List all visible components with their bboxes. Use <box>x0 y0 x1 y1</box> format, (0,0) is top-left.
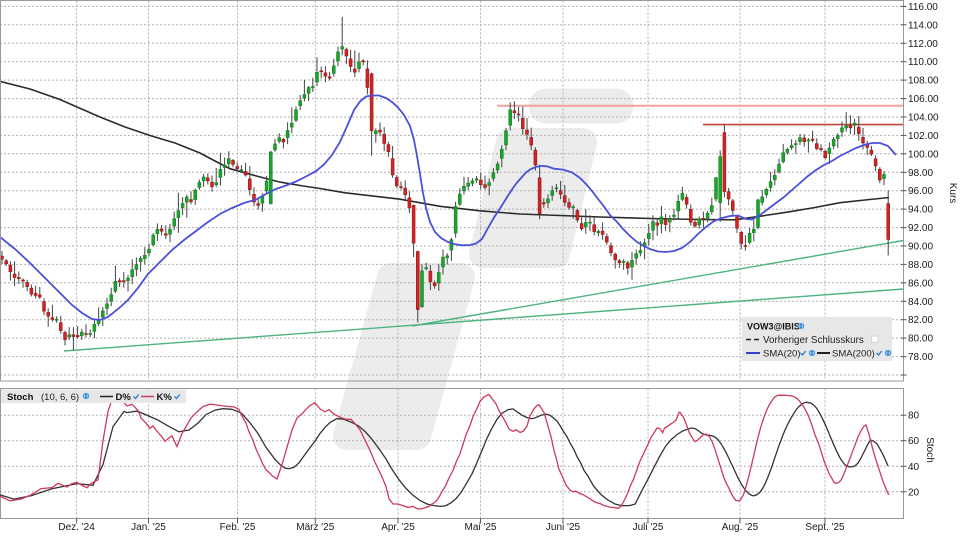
svg-text:Juni '25: Juni '25 <box>546 522 581 533</box>
svg-text:60: 60 <box>908 436 920 447</box>
svg-text:Dez. '24: Dez. '24 <box>58 522 95 533</box>
svg-text:106.00: 106.00 <box>908 94 939 105</box>
svg-text:88.00: 88.00 <box>908 260 933 271</box>
svg-text:104.00: 104.00 <box>908 113 939 124</box>
svg-text:40: 40 <box>908 462 920 473</box>
svg-text:102.00: 102.00 <box>908 131 939 142</box>
svg-text:SMA(20): SMA(20) <box>763 349 800 360</box>
svg-text:84.00: 84.00 <box>908 297 933 308</box>
svg-text:Feb. '25: Feb. '25 <box>220 522 256 533</box>
svg-text:20: 20 <box>908 487 920 498</box>
svg-text:Jan. '25: Jan. '25 <box>131 522 166 533</box>
svg-text:Aug. '25: Aug. '25 <box>722 522 759 533</box>
svg-text:Juli '25: Juli '25 <box>633 522 664 533</box>
svg-text:96.00: 96.00 <box>908 186 933 197</box>
svg-text:Apr. '25: Apr. '25 <box>381 522 415 533</box>
svg-text:März '25: März '25 <box>296 522 334 533</box>
svg-text:110.00: 110.00 <box>908 57 938 68</box>
svg-text:Vorheriger Schlusskurs: Vorheriger Schlusskurs <box>763 335 864 346</box>
svg-text:80.00: 80.00 <box>908 334 933 345</box>
svg-text:SMA(200): SMA(200) <box>832 349 875 360</box>
svg-text:D%: D% <box>116 392 132 403</box>
svg-text:80: 80 <box>908 411 920 422</box>
svg-text:Mai '25: Mai '25 <box>465 522 497 533</box>
svg-text:94.00: 94.00 <box>908 205 933 216</box>
svg-text:108.00: 108.00 <box>908 76 939 87</box>
svg-text:K%: K% <box>157 392 173 403</box>
svg-text:116.00: 116.00 <box>908 2 938 13</box>
svg-text:Stoch: Stoch <box>924 437 935 463</box>
svg-text:Sept. '25: Sept. '25 <box>805 522 845 533</box>
svg-text:92.00: 92.00 <box>908 223 933 234</box>
svg-text:114.00: 114.00 <box>908 20 938 31</box>
svg-text:100.00: 100.00 <box>908 149 939 160</box>
svg-text:82.00: 82.00 <box>908 315 933 326</box>
svg-text:112.00: 112.00 <box>908 39 938 50</box>
svg-text:78.00: 78.00 <box>908 352 933 363</box>
svg-text:86.00: 86.00 <box>908 278 933 289</box>
svg-text:98.00: 98.00 <box>908 168 933 179</box>
svg-text:VOW3@IBIS: VOW3@IBIS <box>747 322 800 332</box>
svg-text:Stoch: Stoch <box>7 392 34 403</box>
svg-text:90.00: 90.00 <box>908 242 933 253</box>
svg-text:Kurs: Kurs <box>947 183 958 204</box>
svg-text:(10, 6, 6): (10, 6, 6) <box>41 392 79 403</box>
